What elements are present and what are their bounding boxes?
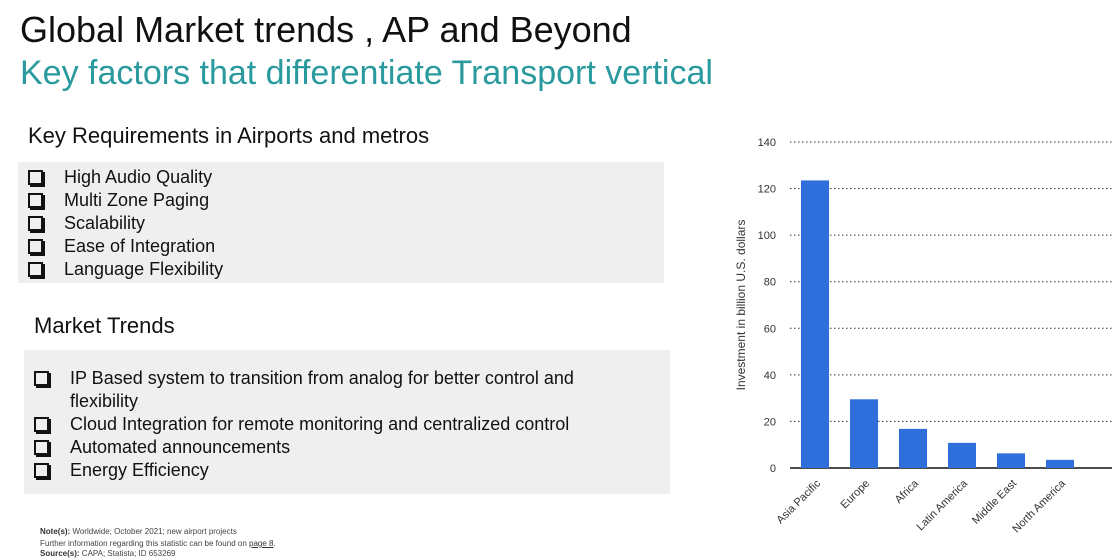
slide-subtitle: Key factors that differentiate Transport… [20, 54, 713, 92]
requirements-list: High Audio Quality Multi Zone Paging Sca… [18, 162, 664, 281]
footnote-further: Further information regarding this stati… [40, 539, 276, 548]
list-item: IP Based system to transition from analo… [34, 367, 624, 413]
chart-gridlines [790, 141, 1112, 469]
y-tick-label: 140 [758, 137, 776, 149]
y-axis-ticks: 0 20 40 60 80 100 120 140 [758, 137, 776, 475]
list-item: Cloud Integration for remote monitoring … [34, 413, 624, 436]
bar-asia-pacific [801, 180, 829, 468]
chart-bars [801, 180, 1074, 468]
bar-north-america [1046, 459, 1074, 468]
footnote-notes: Note(s): Worldwide; October 2021; new ai… [40, 527, 237, 536]
checkbox-bullet-icon [28, 193, 43, 208]
list-item: Multi Zone Paging [28, 189, 664, 212]
trends-panel: IP Based system to transition from analo… [24, 350, 670, 494]
footnote-source: Source(s): CAPA; Statista; ID 653269 [40, 549, 176, 558]
bar-latin-america [948, 442, 976, 468]
bar-africa [899, 428, 927, 468]
list-item: Scalability [28, 212, 664, 235]
checkbox-bullet-icon [34, 417, 49, 432]
x-tick-label: Africa [893, 477, 922, 506]
y-tick-label: 60 [764, 323, 776, 335]
y-tick-label: 0 [770, 463, 776, 475]
x-tick-label: North America [1010, 477, 1068, 535]
checkbox-bullet-icon [28, 239, 43, 254]
list-item: High Audio Quality [28, 166, 664, 189]
list-item: Energy Efficiency [34, 459, 624, 482]
requirements-panel: High Audio Quality Multi Zone Paging Sca… [18, 162, 664, 283]
bar-europe [850, 399, 878, 468]
list-item: Automated announcements [34, 436, 624, 459]
bar-middle-east [997, 453, 1025, 468]
y-tick-label: 20 [764, 416, 776, 428]
x-tick-label: Europe [839, 478, 873, 512]
further-info-link[interactable]: page 8 [249, 539, 274, 548]
checkbox-bullet-icon [28, 216, 43, 231]
checkbox-bullet-icon [28, 170, 43, 185]
trends-list: IP Based system to transition from analo… [24, 350, 624, 482]
requirements-heading: Key Requirements in Airports and metros [28, 123, 430, 148]
checkbox-bullet-icon [34, 371, 49, 386]
list-item: Language Flexibility [28, 258, 664, 281]
y-tick-label: 80 [764, 277, 776, 289]
checkbox-bullet-icon [34, 463, 49, 478]
slide-title: Global Market trends , AP and Beyond [20, 9, 632, 50]
checkbox-bullet-icon [28, 262, 43, 277]
y-tick-label: 100 [758, 230, 776, 242]
y-tick-label: 40 [764, 370, 776, 382]
y-tick-label: 120 [758, 184, 776, 196]
investment-bar-chart: 0 20 40 60 80 100 120 140 Asia Pacific Europe Afr… [734, 137, 1112, 535]
x-tick-label: Latin America [915, 477, 971, 533]
x-tick-label: Middle East [970, 478, 1019, 527]
list-item: Ease of Integration [28, 235, 664, 258]
checkbox-bullet-icon [34, 440, 49, 455]
trends-heading: Market Trends [34, 313, 175, 338]
x-tick-label: Asia Pacific [774, 477, 823, 526]
y-axis-label: Investment in billion U.S. dollars [734, 220, 748, 391]
